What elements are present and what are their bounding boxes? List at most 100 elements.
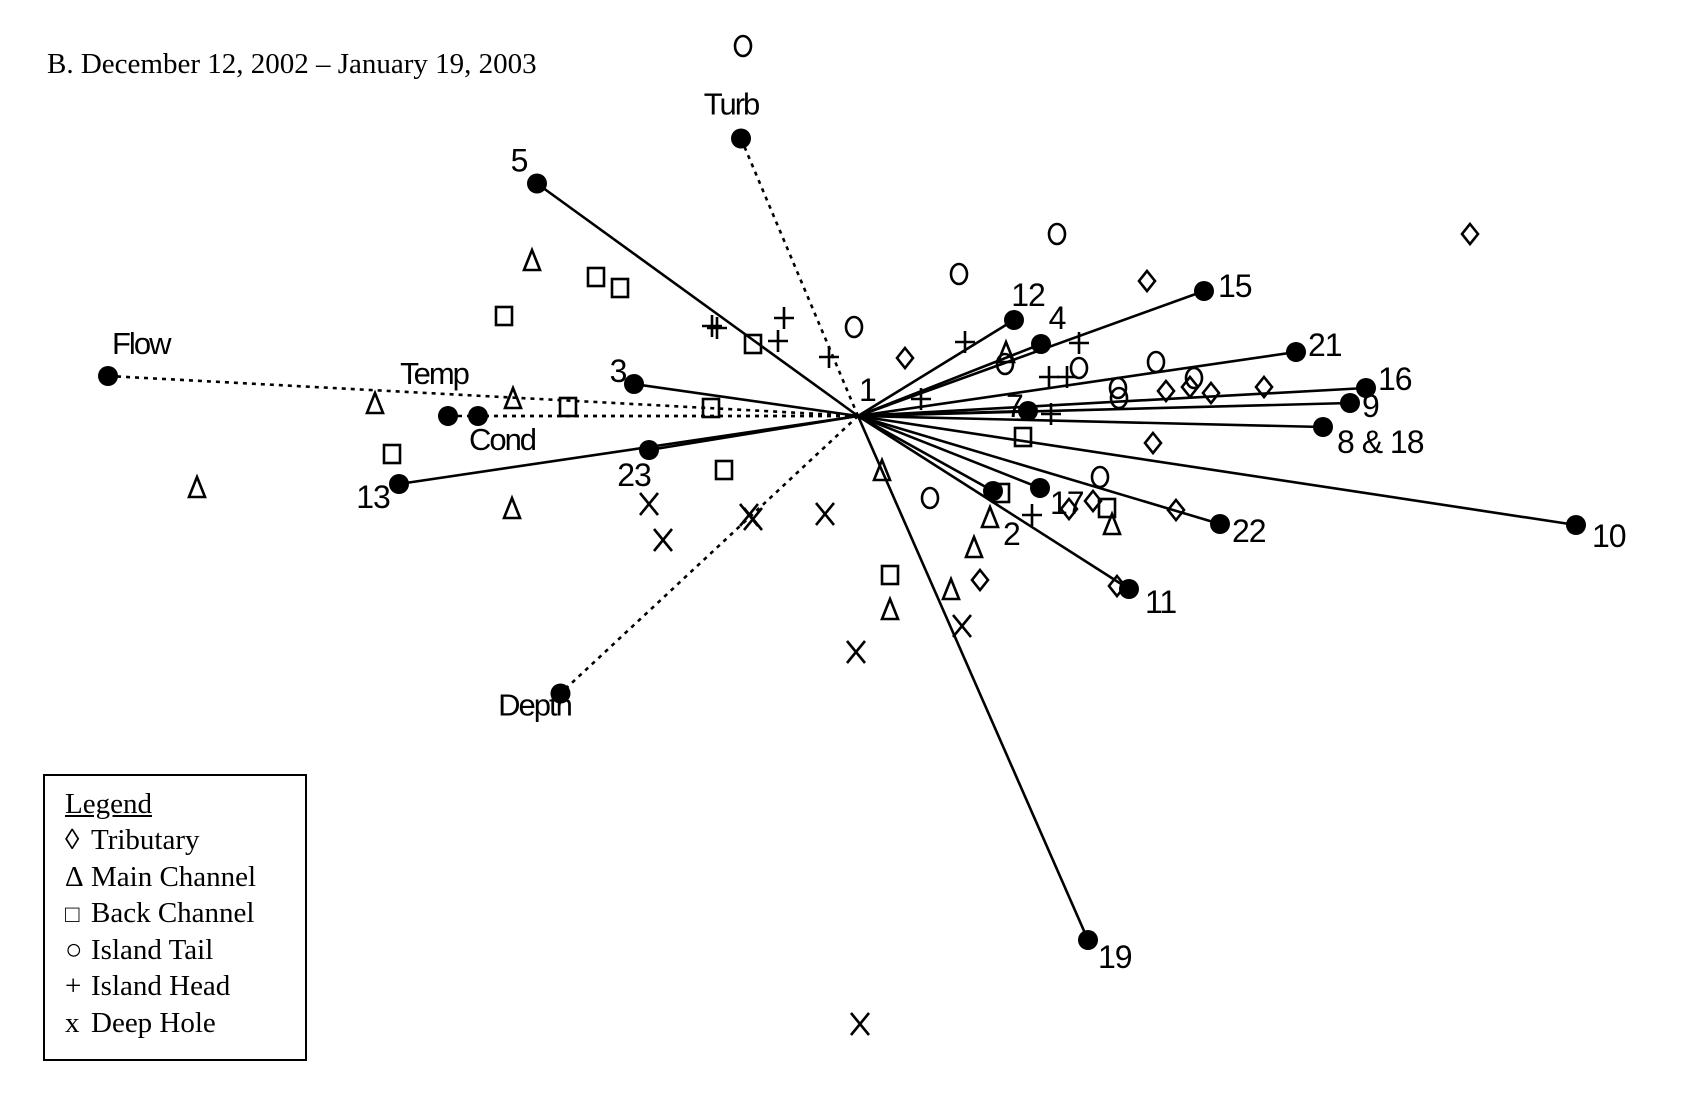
taxon-vector-7 <box>857 409 1029 418</box>
x-icon: x <box>65 1006 80 1039</box>
taxon-vector-13 <box>398 414 859 486</box>
site-point-main-channel-3 <box>365 389 385 415</box>
site-point-island-head-6 <box>955 331 975 353</box>
site-point-back-channel-1 <box>586 266 606 288</box>
site-point-tributary-10 <box>1083 488 1103 514</box>
env-label-cond: Cond <box>469 422 536 457</box>
site-point-island-tail-2 <box>1047 222 1067 246</box>
site-point-back-channel-7 <box>382 443 402 465</box>
legend-label: Back Channel <box>91 897 255 929</box>
env-label-temp: Temp <box>400 356 469 391</box>
site-point-main-channel-4 <box>187 473 207 499</box>
taxon-label-9: 9 <box>1362 388 1379 424</box>
taxon-vector-22 <box>857 414 1221 526</box>
legend-item-deep-hole: x Deep Hole <box>65 1005 305 1042</box>
site-point-back-channel-4 <box>743 333 763 355</box>
taxon-label-4: 4 <box>1049 300 1066 336</box>
square-icon: □ <box>65 902 80 928</box>
taxon-label-22: 22 <box>1232 513 1266 549</box>
taxon-vector-point-17 <box>1030 478 1050 498</box>
taxon-vector-point-8-18 <box>1313 417 1333 437</box>
diamond-icon: ◊ <box>65 824 80 856</box>
taxon-vector-point-5 <box>527 173 547 194</box>
taxon-label-23: 23 <box>617 457 651 493</box>
site-point-back-channel-3 <box>494 305 514 327</box>
site-point-island-head-5 <box>819 346 839 368</box>
site-point-main-channel-1 <box>522 246 542 272</box>
env-vector-depth <box>559 415 859 695</box>
taxon-vector-3 <box>633 382 859 418</box>
taxon-label-19: 19 <box>1098 939 1132 975</box>
taxon-label-3: 3 <box>610 353 627 389</box>
taxon-label-13: 13 <box>356 479 390 515</box>
circle-icon: ○ <box>65 933 83 966</box>
taxon-label-21: 21 <box>1308 327 1342 363</box>
site-point-tributary-9 <box>1059 496 1079 522</box>
taxon-vector-point-12 <box>1004 310 1024 330</box>
site-point-deep-hole-5 <box>814 502 836 526</box>
site-point-island-head-10 <box>911 388 931 410</box>
taxon-vector-21 <box>857 350 1297 418</box>
site-point-main-channel-10 <box>941 575 961 601</box>
legend-label: Main Channel <box>91 860 257 893</box>
site-point-island-head-4 <box>768 330 788 352</box>
env-vector-point-depth <box>550 683 571 704</box>
legend-label: Island Head <box>91 970 231 1002</box>
taxon-vector-point-19 <box>1078 930 1098 950</box>
taxon-label-15: 15 <box>1218 268 1252 304</box>
legend-label: Tributary <box>91 824 200 856</box>
taxon-vector-2 <box>857 414 994 493</box>
site-point-tributary-6 <box>1180 374 1200 400</box>
plus-icon: + <box>65 970 82 1002</box>
figure-caption: B. December 12, 2002 – January 19, 2003 <box>47 48 537 80</box>
site-point-tributary-1 <box>895 345 915 371</box>
site-point-main-channel-7 <box>996 338 1016 364</box>
site-point-island-tail-1 <box>733 34 753 58</box>
taxon-label-10: 10 <box>1592 518 1626 554</box>
site-point-tributary-13 <box>1107 573 1127 599</box>
taxon-vector-point-22 <box>1210 514 1230 534</box>
taxon-vector-point-9 <box>1340 393 1360 413</box>
site-point-back-channel-6 <box>701 397 721 419</box>
site-point-tributary-11 <box>1166 497 1186 523</box>
site-point-main-channel-6 <box>872 456 892 482</box>
legend-title: Legend <box>65 788 152 820</box>
site-point-island-head-3 <box>774 307 794 329</box>
site-point-island-tail-12 <box>920 486 940 510</box>
site-point-back-channel-11 <box>1013 426 1033 448</box>
site-point-main-channel-12 <box>1102 510 1122 536</box>
taxon-label-5: 5 <box>511 143 528 179</box>
legend-item-tributary: ◊ Tributary <box>65 822 305 859</box>
site-point-island-tail-3 <box>949 262 969 286</box>
taxon-vector-17 <box>857 414 1041 490</box>
site-point-deep-hole-6 <box>845 640 867 664</box>
triangle-icon: Δ <box>65 860 84 893</box>
taxon-vector-8-18 <box>857 414 1324 429</box>
env-vector-point-flow <box>98 366 118 386</box>
site-point-island-tail-4 <box>844 315 864 339</box>
taxon-vector-15 <box>857 289 1205 418</box>
site-point-island-head-9 <box>1057 366 1077 388</box>
taxon-vector-point-3 <box>624 374 644 394</box>
taxon-vector-point-15 <box>1194 281 1214 301</box>
site-point-back-channel-5 <box>558 396 578 418</box>
taxon-vector-5 <box>536 182 859 418</box>
site-point-island-tail-9 <box>1108 376 1128 400</box>
legend-label: Island Tail <box>91 933 214 966</box>
env-label-depth: Depth <box>498 688 571 723</box>
site-point-deep-hole-8 <box>849 1012 871 1036</box>
legend-item-main-channel: Δ Main Channel <box>65 859 305 896</box>
site-point-island-head-2 <box>707 317 727 339</box>
site-point-back-channel-9 <box>880 564 900 586</box>
site-point-island-tail-10 <box>1109 386 1129 410</box>
site-point-island-tail-11 <box>1090 465 1110 489</box>
legend-item-island-head: + Island Head <box>65 968 305 1005</box>
env-vector-point-temp <box>438 406 458 426</box>
site-point-tributary-4 <box>1143 430 1163 456</box>
site-point-tributary-12 <box>970 567 990 593</box>
site-point-deep-hole-4 <box>742 507 764 531</box>
site-point-island-head-1 <box>702 315 722 337</box>
site-point-island-tail-7 <box>1146 350 1166 374</box>
env-vector-point-turb <box>731 128 751 149</box>
